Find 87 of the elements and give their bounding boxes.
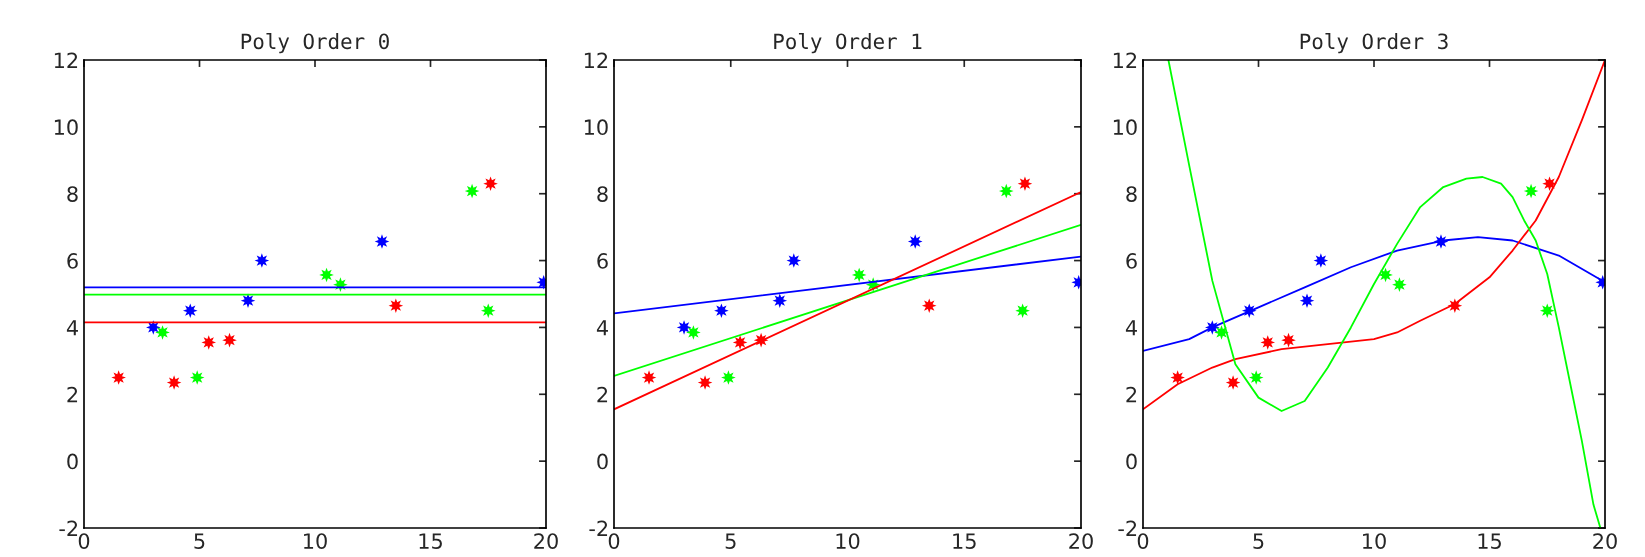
point bbox=[319, 267, 334, 283]
point bbox=[686, 325, 701, 340]
y-tick-label: 12 bbox=[584, 52, 608, 68]
point bbox=[1299, 293, 1315, 308]
x-tick-label: 10 bbox=[836, 533, 860, 549]
chart-title: Poly Order 3 bbox=[1300, 32, 1448, 54]
point bbox=[240, 293, 256, 308]
x-tick-label: 10 bbox=[1363, 533, 1386, 549]
x-tick-label: 10 bbox=[304, 533, 327, 549]
y-tick-label: 8 bbox=[1126, 186, 1137, 202]
y-tick-label: 8 bbox=[597, 186, 608, 202]
point bbox=[714, 303, 729, 318]
x-tick-label: 0 bbox=[1137, 533, 1149, 549]
point bbox=[464, 183, 480, 199]
point bbox=[697, 375, 713, 390]
point bbox=[146, 320, 161, 335]
point bbox=[1542, 176, 1557, 191]
point bbox=[1260, 335, 1276, 350]
point bbox=[1214, 325, 1229, 340]
point bbox=[676, 320, 692, 335]
y-tick-label: 6 bbox=[1126, 253, 1137, 269]
chart-title: Poly Order 1 bbox=[774, 32, 922, 54]
y-tick-label: 10 bbox=[584, 119, 608, 136]
point bbox=[721, 370, 736, 385]
y-tick-label: 8 bbox=[67, 186, 78, 202]
point bbox=[111, 370, 126, 385]
point bbox=[851, 267, 867, 283]
point bbox=[1281, 332, 1296, 348]
y-tick-label: 0 bbox=[1126, 453, 1137, 470]
point bbox=[1248, 370, 1264, 385]
point bbox=[1313, 253, 1329, 268]
x-tick-label: 0 bbox=[608, 533, 620, 549]
x-tick-label: 5 bbox=[1253, 533, 1264, 549]
x-tick-label: 15 bbox=[953, 533, 976, 549]
y-tick-label: 4 bbox=[1125, 320, 1137, 336]
x-tick-label: 20 bbox=[1593, 533, 1617, 549]
point bbox=[166, 375, 182, 390]
y-tick-label: 2 bbox=[1126, 386, 1137, 403]
y-tick-label: 2 bbox=[67, 386, 78, 403]
point bbox=[222, 332, 237, 348]
y-tick-label: 12 bbox=[54, 52, 78, 68]
y-tick-label: 4 bbox=[66, 320, 78, 336]
point bbox=[1539, 303, 1555, 318]
x-tick-label: 5 bbox=[194, 533, 205, 549]
point bbox=[480, 303, 496, 318]
point bbox=[1378, 267, 1393, 283]
y-tick-label: -2 bbox=[589, 520, 608, 536]
y-tick-label: 10 bbox=[1113, 119, 1137, 136]
x-tick-label: 15 bbox=[419, 533, 442, 549]
y-tick-label: 2 bbox=[597, 386, 608, 403]
point bbox=[786, 253, 802, 268]
line-series bbox=[1167, 60, 1602, 528]
point bbox=[1170, 370, 1185, 385]
point bbox=[1015, 303, 1030, 318]
point bbox=[1225, 375, 1241, 390]
chart-title: Poly Order 0 bbox=[241, 32, 389, 54]
y-tick-label: 0 bbox=[67, 453, 78, 470]
x-tick-label: 0 bbox=[78, 533, 90, 549]
point bbox=[772, 293, 788, 308]
point bbox=[1523, 183, 1539, 199]
point bbox=[732, 335, 748, 350]
y-tick-label: 10 bbox=[54, 119, 78, 136]
point bbox=[374, 234, 390, 249]
x-tick-label: 15 bbox=[1478, 533, 1501, 549]
point bbox=[388, 298, 404, 313]
y-tick-label: 12 bbox=[1113, 52, 1137, 68]
y-tick-label: -2 bbox=[1118, 520, 1137, 536]
y-tick-label: 4 bbox=[596, 320, 608, 336]
x-tick-label: 5 bbox=[725, 533, 736, 549]
point bbox=[201, 335, 217, 350]
point bbox=[155, 325, 170, 340]
x-tick-label: 20 bbox=[534, 533, 558, 549]
y-tick-label: 0 bbox=[597, 453, 608, 470]
y-tick-label: 6 bbox=[67, 253, 78, 269]
point bbox=[189, 370, 205, 385]
point bbox=[1392, 277, 1407, 292]
point bbox=[921, 298, 937, 313]
point bbox=[254, 253, 270, 268]
y-tick-label: 6 bbox=[597, 253, 608, 269]
point bbox=[999, 183, 1014, 199]
point bbox=[641, 370, 657, 385]
y-tick-label: -2 bbox=[59, 520, 78, 536]
point bbox=[1017, 176, 1033, 191]
point bbox=[182, 303, 198, 318]
point bbox=[483, 176, 498, 191]
x-tick-label: 20 bbox=[1069, 533, 1093, 549]
point bbox=[907, 234, 923, 249]
